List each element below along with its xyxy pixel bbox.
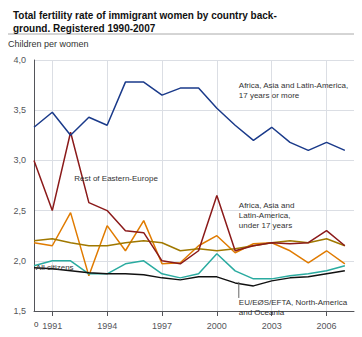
svg-text:0: 0 — [34, 320, 39, 329]
svg-text:2000: 2000 — [207, 321, 227, 331]
svg-text:1997: 1997 — [152, 321, 172, 331]
svg-text:and Oceania: and Oceania — [239, 308, 285, 317]
svg-text:2003: 2003 — [262, 321, 282, 331]
svg-text:17 years or more: 17 years or more — [239, 91, 300, 100]
svg-text:Africa, Asia and Latin-America: Africa, Asia and Latin-America, — [239, 81, 348, 90]
svg-text:Total fertility rate of immigr: Total fertility rate of immigrant women … — [13, 10, 277, 21]
svg-text:Africa, Asia and: Africa, Asia and — [239, 201, 295, 210]
svg-text:4,0: 4,0 — [13, 55, 26, 65]
svg-text:2,5: 2,5 — [13, 206, 26, 216]
svg-text:ground. Registered 1990-2007: ground. Registered 1990-2007 — [13, 23, 156, 34]
svg-text:1991: 1991 — [42, 321, 62, 331]
svg-text:Children per women: Children per women — [8, 39, 89, 49]
svg-text:2,0: 2,0 — [13, 256, 26, 266]
svg-text:3,0: 3,0 — [13, 155, 26, 165]
svg-text:1994: 1994 — [97, 321, 117, 331]
svg-text:Latin-America,: Latin-America, — [239, 211, 291, 220]
svg-text:3,5: 3,5 — [13, 105, 26, 115]
svg-text:Rest of Eastern-Europe: Rest of Eastern-Europe — [74, 174, 158, 183]
svg-text:EU/EØS/EFTA, North-America: EU/EØS/EFTA, North-America — [239, 298, 348, 307]
svg-text:under 17 years: under 17 years — [239, 221, 292, 230]
svg-text:1,5: 1,5 — [13, 306, 26, 316]
svg-text:2006: 2006 — [317, 321, 337, 331]
svg-text:All citizens: All citizens — [36, 263, 74, 272]
